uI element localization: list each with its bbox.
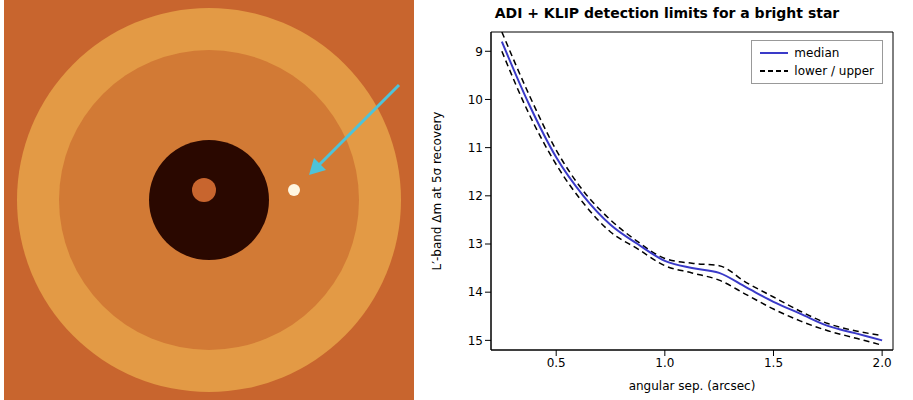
svg-text:10: 10 [468, 93, 483, 107]
html-text:ADI + KLIP detection limits fo: ADI + KLIP detection limits for a bright… [494, 5, 840, 21]
svg-text:1.0: 1.0 [655, 356, 674, 370]
svg-text:12: 12 [468, 189, 483, 203]
svg-text:0.5: 0.5 [547, 356, 566, 370]
svg-text:14: 14 [468, 285, 483, 299]
svg-text:angular sep. (arcsec): angular sep. (arcsec) [629, 379, 756, 393]
svg-text:L′-band Δm at 5σ recovery: L′-band Δm at 5σ recovery [430, 112, 444, 271]
svg-text:11: 11 [468, 141, 483, 155]
html-text:median: median [794, 46, 840, 60]
svg-text:9: 9 [475, 45, 483, 59]
svg-text:15: 15 [468, 334, 483, 348]
svg-text:2.0: 2.0 [873, 356, 892, 370]
svg-text:13: 13 [468, 237, 483, 251]
html-text:lower / upper: lower / upper [794, 64, 874, 78]
svg-text:1.5: 1.5 [764, 356, 783, 370]
